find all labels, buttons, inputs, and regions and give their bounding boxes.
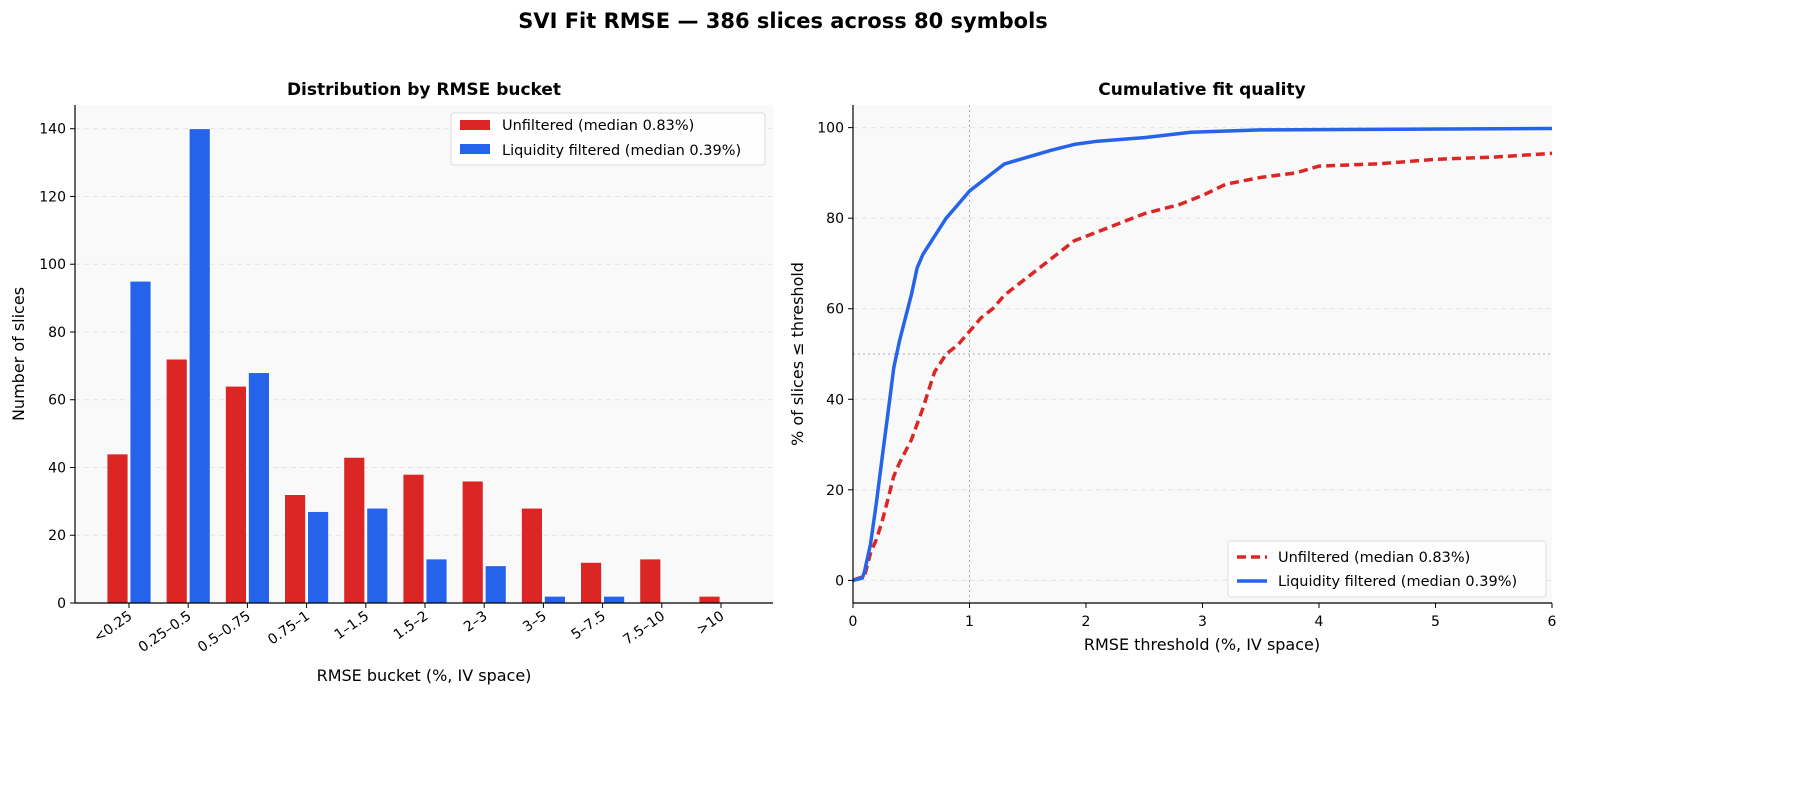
bar-filtered [603, 595, 625, 604]
y-tick-label: 20 [826, 483, 844, 499]
x-tick-label: <0.25 [91, 608, 135, 646]
x-tick-label: 3 [1198, 614, 1207, 630]
bar-chart: 0 20 40 60 80 100 120 140 <0.25 0.25–0.5 0.5–0.75 0… [9, 80, 773, 685]
y-tick-label: 80 [48, 325, 66, 341]
y-axis-label: % of slices ≤ threshold [788, 262, 807, 446]
bar-unfiltered [580, 561, 602, 604]
y-tick-label: 0 [57, 596, 66, 612]
x-tick-label: 1.5–2 [391, 608, 431, 643]
line-chart: 0 20 40 60 80 100 0 1 2 3 4 5 6 Cumulative fit quali… [788, 80, 1557, 654]
chart-title: Cumulative fit quality [1098, 80, 1305, 100]
y-tick-label: 140 [39, 122, 66, 138]
x-tick-label: 3–5 [520, 608, 550, 635]
bar-unfiltered [165, 358, 188, 604]
x-axis-label: RMSE threshold (%, IV space) [1084, 635, 1320, 654]
legend-swatch-unfiltered [460, 120, 490, 130]
y-tick-label: 120 [39, 189, 66, 205]
legend: Unfiltered (median 0.83%) Liquidity filt… [450, 112, 766, 166]
y-tick-label: 40 [826, 392, 844, 408]
bar-filtered [425, 558, 448, 604]
y-tick-label: 40 [48, 460, 66, 476]
bar-filtered [484, 565, 507, 604]
y-tick-label: 0 [835, 573, 844, 589]
x-tick-label: 6 [1548, 614, 1557, 630]
bar-filtered [544, 595, 566, 604]
x-tick-label: >10 [694, 608, 727, 638]
x-axis-label: RMSE bucket (%, IV space) [317, 666, 532, 685]
x-tick-label: 4 [1315, 614, 1324, 630]
bar-unfiltered [698, 595, 721, 604]
bar-filtered [188, 128, 211, 604]
legend: Unfiltered (median 0.83%) Liquidity filt… [1227, 540, 1547, 598]
y-tick-label: 60 [826, 302, 844, 318]
bar-filtered [129, 280, 152, 604]
x-tick-label: 7.5–10 [620, 608, 668, 648]
legend-label: Liquidity filtered (median 0.39%) [502, 143, 741, 159]
cdf-line-filtered [852, 126, 1553, 583]
bar-filtered [366, 507, 389, 604]
x-tick-label: 0.5–0.75 [195, 608, 254, 656]
x-tick-label: 2 [1082, 614, 1091, 630]
bar-unfiltered [106, 453, 129, 604]
cdf-line-unfiltered [852, 151, 1553, 583]
y-tick-label: 80 [826, 211, 844, 227]
y-tick-label: 100 [817, 121, 844, 137]
bar-unfiltered [224, 385, 247, 604]
x-tick-label: 2–3 [461, 608, 491, 635]
x-tick-label: 0.75–1 [265, 608, 313, 648]
x-tick-label: 1–1.5 [332, 608, 372, 643]
suptitle: SVI Fit RMSE — 386 slices across 80 symb… [518, 9, 1048, 33]
legend-swatch-filtered [460, 144, 490, 154]
bar-unfiltered [343, 456, 366, 604]
bar-unfiltered [461, 480, 484, 604]
x-tick-label: 5 [1431, 614, 1440, 630]
bar-filtered [307, 511, 330, 604]
bar-unfiltered [402, 473, 425, 604]
x-tick-label: 5–7.5 [568, 608, 608, 643]
x-tick-label: 1 [965, 614, 974, 630]
bar-unfiltered [639, 558, 662, 604]
legend-label: Unfiltered (median 0.83%) [502, 118, 694, 134]
y-tick-label: 20 [48, 528, 66, 544]
y-tick-label: 100 [39, 257, 66, 273]
y-axis-label: Number of slices [9, 287, 28, 421]
y-tick-label: 60 [48, 393, 66, 409]
bar-filtered [247, 372, 270, 604]
x-tick-label: 0 [849, 614, 858, 630]
chart-title: Distribution by RMSE bucket [287, 80, 561, 100]
x-tick-label: 0.25–0.5 [136, 608, 195, 656]
plot-area [853, 105, 1552, 603]
bar-unfiltered [284, 494, 307, 604]
legend-label: Unfiltered (median 0.83%) [1278, 550, 1470, 566]
bar-unfiltered [521, 507, 543, 604]
legend-label: Liquidity filtered (median 0.39%) [1278, 574, 1517, 590]
